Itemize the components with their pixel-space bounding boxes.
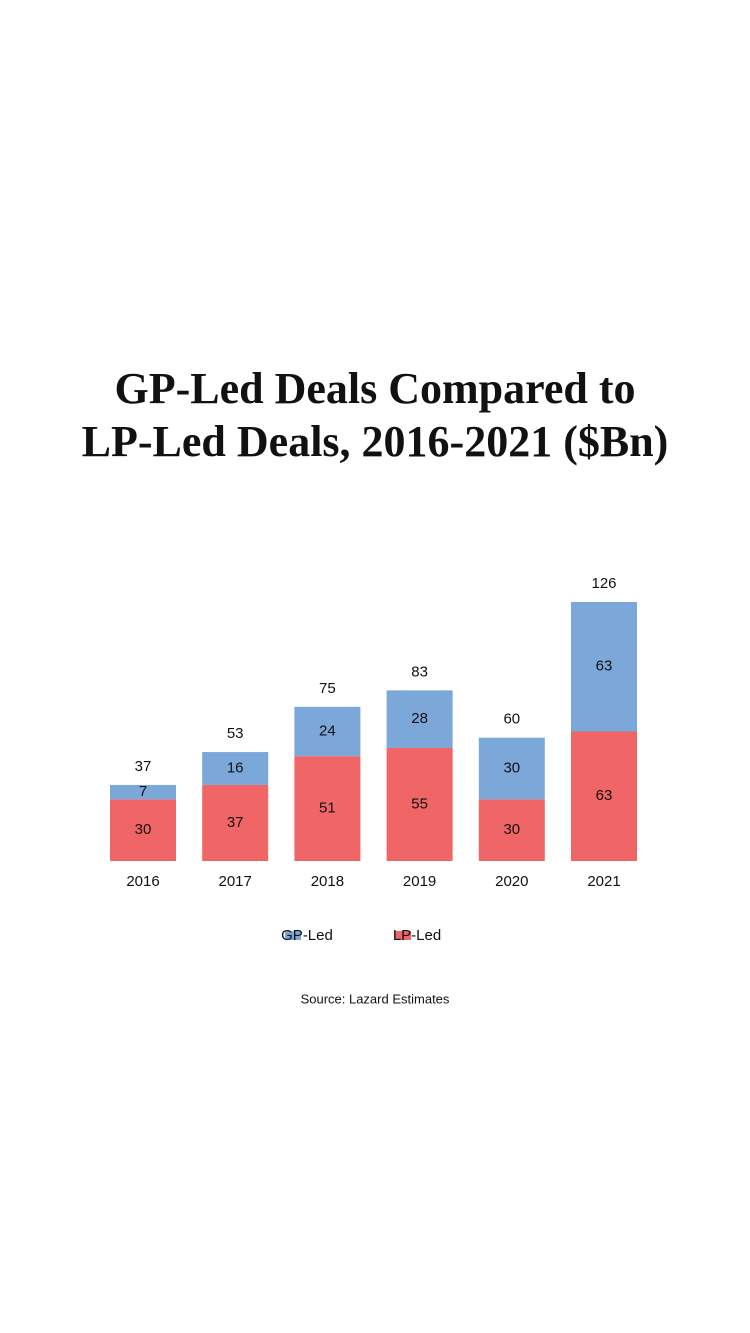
legend-swatch <box>285 931 301 940</box>
bar-segment <box>110 799 176 861</box>
x-tick-label: 2020 <box>495 873 528 890</box>
total-label: 75 <box>319 680 336 697</box>
source-note: Source: Lazard Estimates <box>301 991 450 1006</box>
bar-segment <box>294 706 361 757</box>
bar-segment <box>294 756 361 861</box>
bar-segment <box>202 784 269 861</box>
bar-segment <box>571 731 637 861</box>
value-label: 28 <box>411 710 428 727</box>
x-tick-label: 2017 <box>219 873 252 890</box>
legend-swatch <box>395 931 411 940</box>
value-label: 63 <box>596 787 613 804</box>
bar-segment <box>386 690 453 748</box>
x-tick-label: 2019 <box>403 873 436 890</box>
value-label: 7 <box>139 783 147 800</box>
bar-segment <box>478 799 545 861</box>
total-label: 83 <box>411 663 428 680</box>
total-label: 60 <box>503 711 520 728</box>
value-label: 24 <box>319 722 336 739</box>
value-label: 51 <box>319 800 336 817</box>
value-label: 16 <box>227 759 244 776</box>
total-label: 126 <box>591 575 616 592</box>
total-label: 37 <box>135 758 152 775</box>
bar-segment <box>386 747 453 861</box>
x-tick-label: 2016 <box>126 873 159 890</box>
value-label: 30 <box>135 821 152 838</box>
value-label: 55 <box>411 795 428 812</box>
bar-segment <box>571 602 637 732</box>
value-label: 30 <box>503 821 520 838</box>
legend-label: GP-Led <box>281 927 333 944</box>
chart-title: GP-Led Deals Compared to LP-Led Deals, 2… <box>81 364 669 466</box>
x-tick-label: 2021 <box>587 873 620 890</box>
bar-segment <box>202 752 269 785</box>
bar-segment <box>110 784 176 800</box>
x-tick-label: 2018 <box>311 873 344 890</box>
value-label: 30 <box>503 759 520 776</box>
value-label: 37 <box>227 814 244 831</box>
value-label: 63 <box>596 658 613 675</box>
bar-segment <box>478 737 545 800</box>
total-label: 53 <box>227 725 244 742</box>
legend-label: LP-Led <box>393 927 441 944</box>
